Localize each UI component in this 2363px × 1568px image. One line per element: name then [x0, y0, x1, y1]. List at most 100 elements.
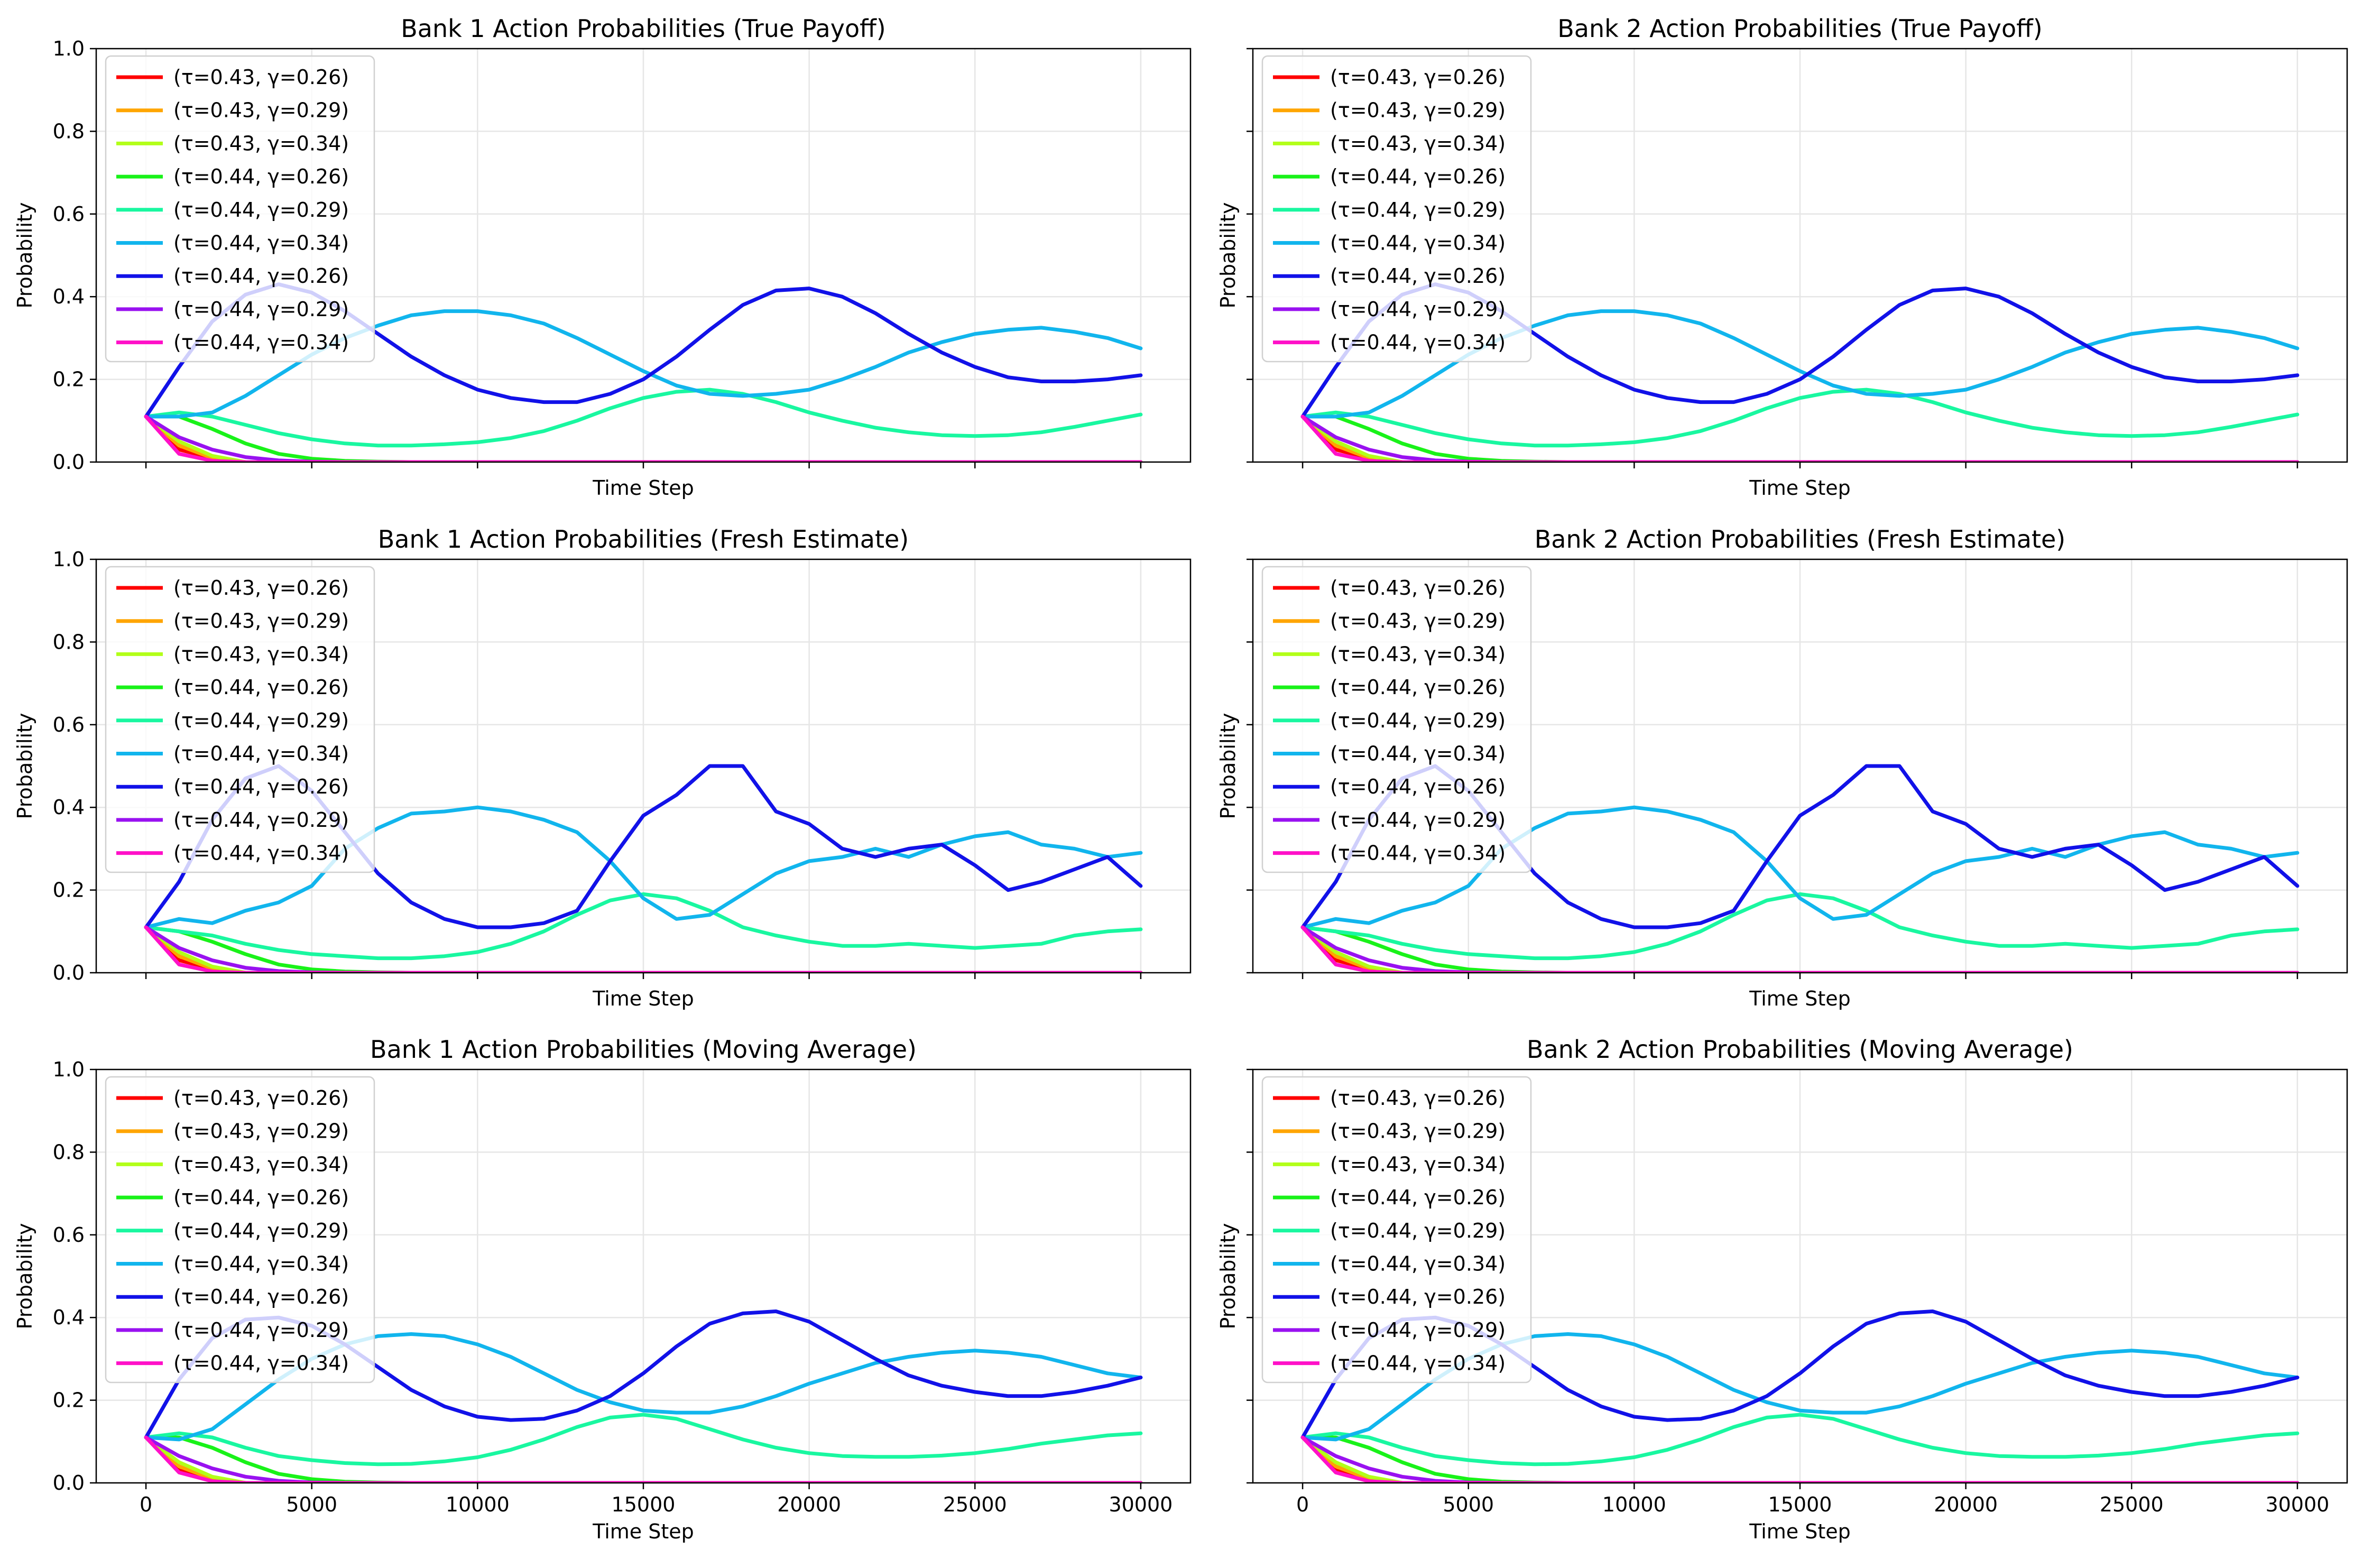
y-tick-label: 0.2: [53, 1389, 85, 1412]
legend-label: (τ=0.44, γ=0.26): [173, 1285, 349, 1308]
legend-label: (τ=0.43, γ=0.26): [173, 66, 349, 89]
legend-label: (τ=0.44, γ=0.34): [173, 842, 349, 865]
panel-b2-true: Bank 2 Action Probabilities (True Payoff…: [1216, 14, 2348, 500]
panel-b1-ma: Bank 1 Action Probabilities (Moving Aver…: [13, 1035, 1192, 1543]
legend-label: (τ=0.44, γ=0.29): [173, 709, 349, 732]
series-line-3: [1300, 1435, 2300, 1483]
legend-label: (τ=0.43, γ=0.34): [173, 642, 349, 666]
legend-label: (τ=0.44, γ=0.26): [1330, 1285, 1506, 1308]
series-line-3: [144, 414, 1143, 462]
x-axis-label: Time Step: [592, 987, 694, 1010]
y-tick-label: 0.4: [53, 1306, 85, 1329]
panel-title: Bank 2 Action Probabilities (Fresh Estim…: [1535, 525, 2065, 554]
legend-label: (τ=0.44, γ=0.29): [173, 298, 349, 321]
legend-box: [105, 566, 375, 873]
legend-label: (τ=0.43, γ=0.26): [1330, 576, 1506, 599]
series-line-4: [1300, 892, 2300, 961]
legend: (τ=0.43, γ=0.26) (τ=0.43, γ=0.29) (τ=0.43,…: [105, 1076, 375, 1383]
series-line-4: [1300, 388, 2300, 448]
panel-b1-true: Bank 1 Action Probabilities (True Payoff…: [13, 14, 1192, 500]
x-tick-label: 10000: [1602, 1493, 1666, 1516]
y-axis-label: Probability: [13, 202, 36, 309]
legend-label: (τ=0.44, γ=0.34): [1330, 1252, 1506, 1276]
legend-label: (τ=0.44, γ=0.34): [1330, 1352, 1506, 1375]
legend: (τ=0.43, γ=0.26) (τ=0.43, γ=0.29) (τ=0.43,…: [105, 566, 375, 873]
legend-label: (τ=0.44, γ=0.26): [173, 264, 349, 288]
legend-label: (τ=0.44, γ=0.26): [1330, 676, 1506, 699]
y-tick-label: 0.4: [53, 796, 85, 819]
y-tick-label: 0.6: [53, 202, 85, 226]
legend-label: (τ=0.43, γ=0.26): [173, 1086, 349, 1110]
y-axis-label: Probability: [1216, 1223, 1240, 1330]
y-tick-label: 0.0: [53, 1471, 85, 1495]
panel-title: Bank 1 Action Probabilities (Fresh Estim…: [378, 525, 909, 554]
x-axis-label: Time Step: [592, 1520, 694, 1543]
y-tick-label: 0.2: [53, 368, 85, 391]
legend-label: (τ=0.43, γ=0.29): [173, 99, 349, 122]
legend-label: (τ=0.44, γ=0.34): [1330, 742, 1506, 765]
legend: (τ=0.43, γ=0.26) (τ=0.43, γ=0.29) (τ=0.43,…: [1261, 1076, 1532, 1383]
legend-label: (τ=0.44, γ=0.29): [1330, 808, 1506, 832]
legend-label: (τ=0.44, γ=0.34): [1330, 331, 1506, 354]
series-line-3: [144, 1435, 1143, 1483]
legend-box: [1261, 55, 1532, 363]
panel-title: Bank 2 Action Probabilities (True Payoff…: [1557, 14, 2042, 43]
y-tick-label: 0.0: [53, 450, 85, 474]
x-tick-label: 25000: [2100, 1493, 2164, 1516]
legend-label: (τ=0.44, γ=0.26): [173, 775, 349, 798]
legend-label: (τ=0.44, γ=0.29): [1330, 709, 1506, 732]
legend-label: (τ=0.43, γ=0.34): [173, 1152, 349, 1176]
legend-label: (τ=0.44, γ=0.29): [173, 1219, 349, 1242]
x-axis-label: Time Step: [1749, 1520, 1851, 1543]
y-tick-label: 1.0: [53, 548, 85, 571]
legend-label: (τ=0.44, γ=0.29): [1330, 198, 1506, 222]
y-tick-label: 0.8: [53, 630, 85, 653]
x-tick-label: 10000: [446, 1493, 510, 1516]
panel-b1-fresh: Bank 1 Action Probabilities (Fresh Estim…: [13, 525, 1192, 1010]
series-line-4: [1300, 1413, 2300, 1466]
x-tick-label: 20000: [777, 1493, 841, 1516]
legend-label: (τ=0.43, γ=0.34): [1330, 1152, 1506, 1176]
y-tick-label: 1.0: [53, 1058, 85, 1081]
legend: (τ=0.43, γ=0.26) (τ=0.43, γ=0.29) (τ=0.43,…: [105, 55, 375, 363]
legend-label: (τ=0.44, γ=0.26): [173, 676, 349, 699]
x-tick-label: 0: [140, 1493, 152, 1516]
legend-label: (τ=0.44, γ=0.29): [173, 1318, 349, 1342]
legend-label: (τ=0.44, γ=0.34): [1330, 842, 1506, 865]
panel-title: Bank 1 Action Probabilities (True Payoff…: [401, 14, 885, 43]
y-tick-label: 0.4: [53, 285, 85, 308]
series-line-5: [1300, 805, 2300, 929]
legend: (τ=0.43, γ=0.26) (τ=0.43, γ=0.29) (τ=0.43,…: [1261, 566, 1532, 873]
series-line-5: [144, 805, 1143, 929]
legend-label: (τ=0.43, γ=0.34): [1330, 642, 1506, 666]
x-tick-label: 0: [1296, 1493, 1309, 1516]
series-line-4: [144, 892, 1143, 961]
legend-label: (τ=0.44, γ=0.29): [173, 198, 349, 222]
x-axis-label: Time Step: [1749, 476, 1851, 500]
series-line-4: [144, 1413, 1143, 1466]
y-axis-label: Probability: [13, 1223, 36, 1330]
series-line-3: [1300, 925, 2300, 973]
legend-label: (τ=0.43, γ=0.34): [173, 132, 349, 155]
legend-label: (τ=0.44, γ=0.34): [173, 331, 349, 354]
legend-label: (τ=0.44, γ=0.34): [1330, 232, 1506, 255]
x-tick-label: 20000: [1934, 1493, 1998, 1516]
y-tick-label: 0.8: [53, 1140, 85, 1164]
legend-label: (τ=0.43, γ=0.29): [1330, 610, 1506, 633]
legend-label: (τ=0.43, γ=0.29): [1330, 1120, 1506, 1143]
x-tick-label: 30000: [1109, 1493, 1173, 1516]
legend-box: [105, 55, 375, 363]
y-tick-label: 1.0: [53, 37, 85, 60]
legend-label: (τ=0.43, γ=0.26): [1330, 66, 1506, 89]
legend-label: (τ=0.44, γ=0.34): [173, 1252, 349, 1276]
legend-label: (τ=0.44, γ=0.26): [1330, 775, 1506, 798]
legend-label: (τ=0.44, γ=0.26): [173, 1186, 349, 1209]
legend-box: [1261, 566, 1532, 873]
legend-label: (τ=0.43, γ=0.29): [173, 1120, 349, 1143]
y-tick-label: 0.0: [53, 961, 85, 984]
series-line-3: [1300, 414, 2300, 462]
panel-b2-fresh: Bank 2 Action Probabilities (Fresh Estim…: [1216, 525, 2348, 1010]
legend-box: [1261, 1076, 1532, 1383]
legend-label: (τ=0.44, γ=0.34): [173, 232, 349, 255]
panel-title: Bank 2 Action Probabilities (Moving Aver…: [1527, 1035, 2073, 1064]
